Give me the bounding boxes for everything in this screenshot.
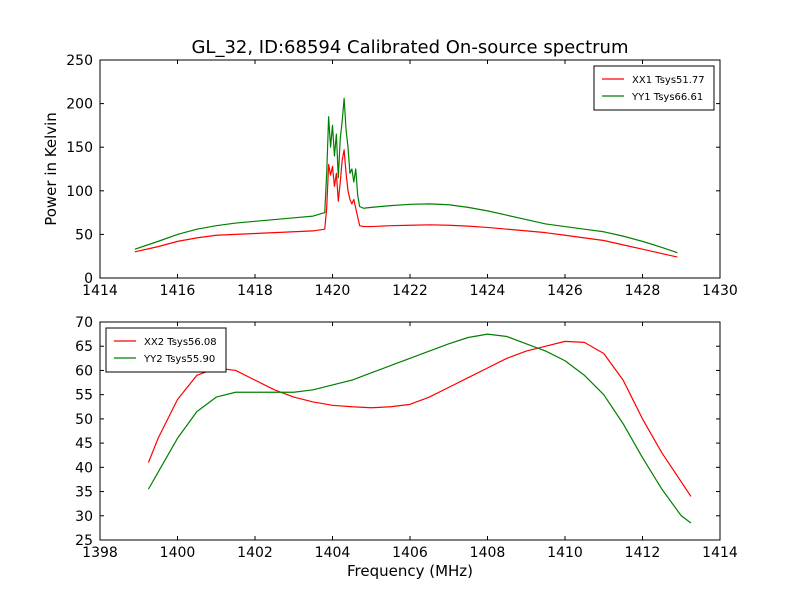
panel-2-y-tick-label: 30 [75, 509, 93, 525]
panel-1-y-tick-label: 0 [84, 271, 93, 287]
panel-2-x-tick-label: 1398 [82, 545, 118, 561]
panel-2-y-tick-label: 60 [75, 363, 93, 379]
panel-2-x-tick-label: 1400 [160, 545, 196, 561]
panel-2-series-line-1 [147, 340, 692, 497]
panel-2-y-tick-label: 70 [75, 315, 93, 331]
panel-1-legend-label: XX1 Tsys51.77 [632, 75, 705, 86]
panel-1-x-tick-label: 1422 [392, 283, 428, 299]
figure-title: GL_32, ID:68594 Calibrated On-source spe… [191, 37, 628, 58]
panel-2-x-tick-label: 1414 [702, 545, 738, 561]
panel-1-y-tick-label: 100 [66, 184, 93, 200]
panel-1-y-tick-label: 150 [66, 140, 93, 156]
panel-1-series-line-2 [134, 97, 678, 254]
panel-1-y-tick-label: 200 [66, 97, 93, 113]
panel-1-x-tick-label: 1420 [315, 283, 351, 299]
panel-2-y-tick-label: 65 [75, 339, 93, 355]
panel-2-y-tick-label: 25 [75, 533, 93, 549]
panel-1-x-tick-label: 1416 [160, 283, 196, 299]
panel-2-x-tick-label: 1410 [547, 545, 583, 561]
panel-1-x-tick-label: 1424 [470, 283, 506, 299]
panel-1-x-tick-label: 1426 [547, 283, 583, 299]
panel-2-y-tick-label: 45 [75, 436, 93, 452]
panel-2-y-tick-label: 40 [75, 460, 93, 476]
panel-1-y-tick-label: 250 [66, 53, 93, 69]
panel-1-series-line-1 [134, 149, 678, 258]
panel-1-y-axis-label: Power in Kelvin [42, 112, 60, 226]
panel-1-x-tick-label: 1414 [82, 283, 118, 299]
panel-2-legend-label: XX2 Tsys56.08 [144, 337, 217, 348]
panel-2-legend-label: YY2 Tsys55.90 [143, 354, 215, 365]
panel-1-x-tick-label: 1418 [237, 283, 273, 299]
panel-2-y-tick-label: 35 [75, 485, 93, 501]
panel-1-x-tick-label: 1428 [625, 283, 661, 299]
panel-2-x-tick-label: 1402 [237, 545, 273, 561]
panel-1-legend-box [593, 65, 715, 111]
panel-1-x-tick-label: 1430 [702, 283, 738, 299]
panel-2-x-axis-label: Frequency (MHz) [347, 562, 473, 580]
panel-2-x-tick-label: 1406 [392, 545, 428, 561]
panel-2-y-tick-label: 55 [75, 388, 93, 404]
panel-2-x-tick-label: 1404 [315, 545, 351, 561]
panel-1-y-tick-label: 50 [75, 227, 93, 243]
panel-2-legend-box [105, 327, 227, 373]
panel-2-y-tick-label: 50 [75, 412, 93, 428]
panel-1-legend-label: YY1 Tsys66.61 [631, 92, 703, 103]
panel-2-x-tick-label: 1412 [625, 545, 661, 561]
panel-2-series-line-2 [147, 333, 692, 524]
panel-2-x-tick-label: 1408 [470, 545, 506, 561]
